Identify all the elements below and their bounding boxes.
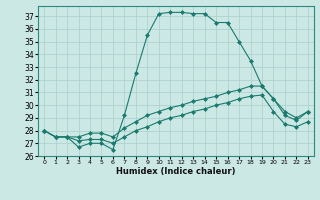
X-axis label: Humidex (Indice chaleur): Humidex (Indice chaleur) bbox=[116, 167, 236, 176]
